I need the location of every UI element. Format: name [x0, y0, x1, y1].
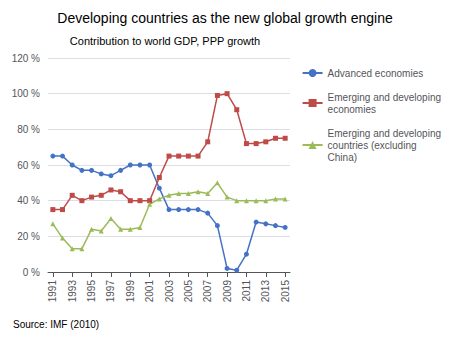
svg-text:2003: 2003	[164, 280, 175, 303]
svg-text:1993: 1993	[67, 280, 78, 303]
svg-text:40 %: 40 %	[17, 195, 40, 206]
svg-text:80 %: 80 %	[17, 124, 40, 135]
svg-text:100 %: 100 %	[12, 88, 40, 99]
svg-text:2001: 2001	[144, 280, 155, 303]
svg-text:Advanced economies: Advanced economies	[328, 68, 424, 79]
svg-text:Emerging and developing: Emerging and developing	[328, 92, 441, 103]
svg-text:countries (excluding: countries (excluding	[328, 140, 417, 151]
svg-text:2005: 2005	[183, 280, 194, 303]
svg-text:Source: IMF (2010): Source: IMF (2010)	[13, 319, 99, 330]
svg-text:2015: 2015	[280, 280, 291, 303]
svg-text:Contribution to world GDP, PPP: Contribution to world GDP, PPP growth	[70, 35, 260, 47]
svg-text:2009: 2009	[222, 280, 233, 303]
svg-text:2007: 2007	[202, 280, 213, 303]
svg-text:2013: 2013	[260, 280, 271, 303]
svg-text:120 %: 120 %	[12, 53, 40, 64]
svg-text:0 %: 0 %	[23, 267, 40, 278]
svg-text:2011: 2011	[241, 280, 252, 302]
svg-text:60 %: 60 %	[17, 160, 40, 171]
svg-text:1999: 1999	[125, 280, 136, 303]
svg-text:20 %: 20 %	[17, 231, 40, 242]
svg-text:Developing countries as the ne: Developing countries as the new global g…	[57, 10, 393, 26]
svg-text:1991: 1991	[47, 280, 58, 303]
svg-text:Emerging and developing: Emerging and developing	[328, 128, 441, 139]
svg-text:1997: 1997	[105, 280, 116, 303]
svg-text:economies: economies	[328, 104, 376, 115]
svg-text:1995: 1995	[86, 280, 97, 303]
svg-text:China): China)	[328, 152, 357, 163]
